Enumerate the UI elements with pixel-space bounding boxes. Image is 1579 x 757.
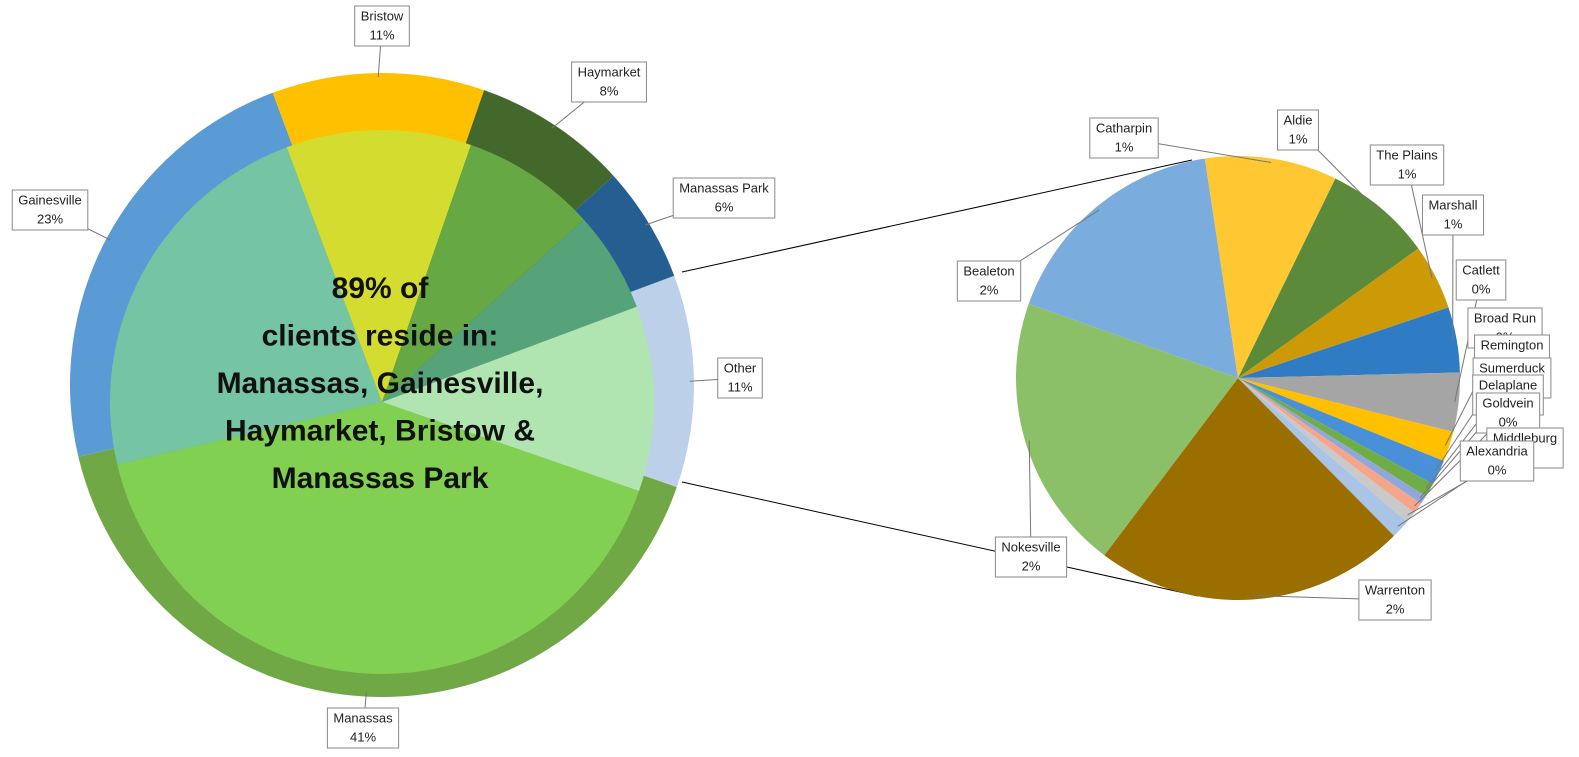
- pie-slice: [1238, 307, 1460, 378]
- data-label: Nokesville 2%: [994, 536, 1068, 578]
- data-label: Other 11%: [717, 357, 763, 399]
- label-name: Sumerduck: [1479, 360, 1545, 375]
- label-value: 1%: [1398, 166, 1417, 181]
- label-box: [1369, 144, 1445, 186]
- label-name: Warrenton: [1365, 582, 1425, 597]
- label-box: [11, 189, 89, 231]
- label-value: 41%: [350, 729, 376, 744]
- label-value: 1%: [1289, 131, 1308, 146]
- label-name: Remington: [1481, 337, 1544, 352]
- inner-slice: [382, 144, 584, 403]
- label-value: 0%: [1499, 414, 1518, 429]
- label-name: Bristow: [361, 8, 404, 23]
- data-label: Bealeton 2%: [956, 260, 1022, 302]
- annotation: Manassas, Gainesville,: [217, 367, 544, 400]
- pie-slice: [1204, 156, 1336, 378]
- pie-slice: [1238, 248, 1449, 378]
- data-label: Manassas 41%: [326, 707, 400, 749]
- label-box: [1277, 109, 1319, 151]
- label-value: 2%: [1022, 558, 1041, 573]
- data-label: Goldvein 0%: [1475, 392, 1541, 434]
- label-value: 0%: [1472, 281, 1491, 296]
- label-box: [717, 357, 763, 399]
- label-box: [956, 260, 1022, 302]
- annotation: clients reside in:: [262, 319, 499, 352]
- label-value: 23%: [37, 211, 63, 226]
- pie-slice: [1238, 178, 1419, 378]
- label-name: Delaplane: [1479, 377, 1538, 392]
- pie-slice: [1238, 378, 1421, 513]
- data-label: Catlett 0%: [1455, 259, 1507, 301]
- label-box: [1455, 259, 1507, 301]
- label-name: Catharpin: [1096, 120, 1152, 135]
- data-label: Marshall 1%: [1421, 194, 1485, 236]
- label-value: 0%: [1488, 462, 1507, 477]
- label-name: Gainesville: [18, 192, 82, 207]
- label-box: [571, 61, 647, 103]
- data-label: Haymarket 8%: [571, 61, 647, 103]
- annotation: 89% of: [332, 272, 430, 305]
- pie-slice: [1238, 378, 1415, 522]
- inner-slice: [286, 130, 472, 402]
- label-box: [1358, 579, 1432, 621]
- label-name: Haymarket: [578, 64, 641, 79]
- inner-slice: [382, 306, 655, 492]
- annotation: Haymarket, Bristow &: [225, 414, 535, 447]
- label-name: Goldvein: [1482, 395, 1533, 410]
- data-label: Bristow 11%: [354, 5, 410, 47]
- label-name: The Plains: [1376, 147, 1438, 162]
- label-box: [1421, 194, 1485, 236]
- label-value: 6%: [715, 199, 734, 214]
- label-name: Manassas: [333, 710, 393, 725]
- label-name: Bealeton: [963, 263, 1014, 278]
- pie-slice: [1238, 378, 1444, 485]
- pie-slice: [1016, 303, 1238, 556]
- label-name: Other: [724, 360, 757, 375]
- label-name: Aldie: [1284, 112, 1313, 127]
- connector-line: [681, 481, 1199, 597]
- label-name: Alexandria: [1466, 443, 1528, 458]
- label-value: 1%: [1444, 216, 1463, 231]
- annotation: Manassas Park: [272, 462, 489, 495]
- data-label: Alexandria 0%: [1459, 440, 1535, 482]
- label-name: Catlett: [1462, 262, 1500, 277]
- data-label: Gainesville 23%: [11, 189, 89, 231]
- data-label: Catharpin 1%: [1089, 117, 1159, 159]
- label-box: [354, 5, 410, 47]
- pie-slice: [1028, 158, 1238, 378]
- label-value: 1%: [1115, 139, 1134, 154]
- inner-slice: [110, 147, 383, 465]
- pie-slice: [1238, 372, 1460, 432]
- pie-slice: [1238, 378, 1426, 504]
- pie-slice: [1238, 378, 1408, 536]
- data-label: Aldie 1%: [1277, 109, 1319, 151]
- label-box: [1089, 117, 1159, 159]
- label-box: [672, 177, 776, 219]
- data-label: Warrenton 2%: [1358, 579, 1432, 621]
- label-value: 11%: [727, 379, 752, 394]
- label-name: Marshall: [1428, 197, 1477, 212]
- pie-slice: [1104, 378, 1395, 601]
- label-value: 2%: [1386, 601, 1405, 616]
- label-box: [1475, 392, 1541, 434]
- inner-slice: [382, 219, 637, 402]
- label-name: Nokesville: [1001, 539, 1060, 554]
- pie-slice: [1238, 378, 1454, 462]
- label-value: 8%: [600, 83, 619, 98]
- label-box: [326, 707, 400, 749]
- data-label: Manassas Park 6%: [672, 177, 776, 219]
- connector-line: [681, 159, 1193, 273]
- label-value: 11%: [369, 27, 394, 42]
- pie-slice: [1238, 378, 1433, 497]
- label-box: [1459, 440, 1535, 482]
- label-value: 2%: [980, 282, 999, 297]
- label-name: Broad Run: [1474, 310, 1536, 325]
- label-box: [994, 536, 1068, 578]
- label-name: Manassas Park: [679, 180, 769, 195]
- data-label: The Plains 1%: [1369, 144, 1445, 186]
- inner-slice: [117, 402, 640, 674]
